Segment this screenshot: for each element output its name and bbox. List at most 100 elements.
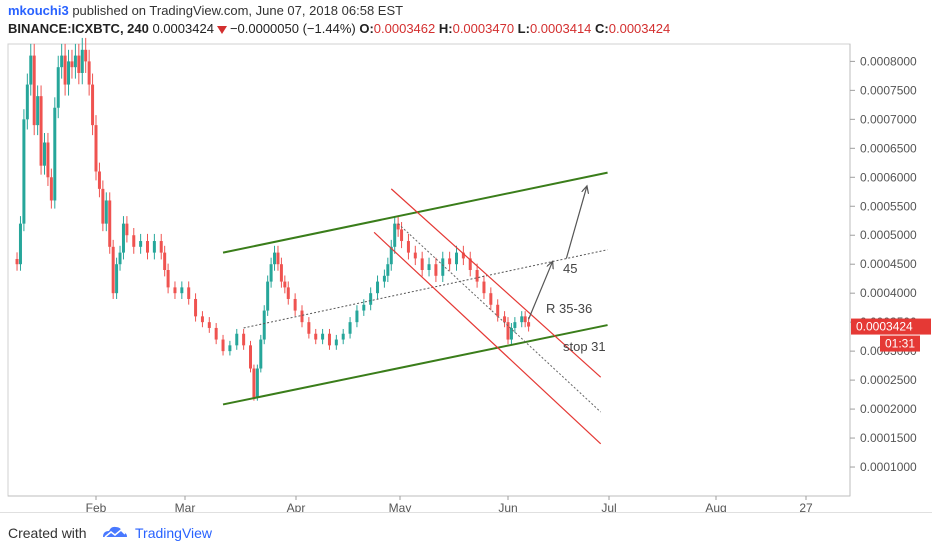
tradingview-brand[interactable]: TradingView <box>135 525 213 541</box>
price-candle <box>22 119 26 224</box>
price-candle <box>32 55 36 126</box>
y-tick-label: 0.0005500 <box>860 199 917 213</box>
price-candle <box>221 339 225 352</box>
countdown-badge <box>880 335 920 352</box>
green-channel-lower-line[interactable] <box>222 324 608 406</box>
price-candle <box>73 55 77 68</box>
price-candle <box>43 142 46 166</box>
close-label: C: <box>595 21 609 36</box>
price-candle <box>46 142 50 178</box>
y-tick-label: 0.0006000 <box>860 170 917 184</box>
price-candle <box>276 252 280 265</box>
price-candle <box>84 49 88 62</box>
price-candle <box>60 55 64 68</box>
price-candle <box>376 281 380 294</box>
price-candle <box>513 322 517 328</box>
price-candle <box>496 304 500 317</box>
price-candle <box>461 252 465 259</box>
price-candle <box>321 333 325 340</box>
y-tick-label: 0.0002500 <box>860 373 917 387</box>
price-candle <box>382 275 386 282</box>
price-candle <box>427 264 431 270</box>
price-candle <box>146 241 149 253</box>
last-price: 0.0003424 <box>152 21 214 36</box>
price-candle <box>152 241 156 253</box>
projection-arrow-1[interactable] <box>528 261 553 320</box>
last-price-badge <box>851 318 931 335</box>
price-candle <box>29 55 33 85</box>
open-value: 0.0003462 <box>373 21 436 36</box>
price-candle <box>125 223 129 236</box>
y-tick-label: 0.0004500 <box>860 257 917 271</box>
price-candle <box>180 287 184 294</box>
high-value: 0.0003470 <box>452 21 515 36</box>
last-price-label: 0.0003424 <box>856 320 913 334</box>
price-candle <box>39 96 43 166</box>
close-value: 0.0003424 <box>608 21 671 36</box>
price-candle <box>489 293 493 305</box>
price-candle <box>121 223 125 253</box>
price-candle <box>334 339 338 346</box>
price-candle <box>482 281 486 294</box>
down-triangle-icon <box>216 25 227 34</box>
price-candle <box>262 310 266 340</box>
y-tick-label: 0.0007500 <box>860 83 917 97</box>
tradingview-cloud-icon[interactable] <box>100 523 130 541</box>
price-candle <box>362 304 366 311</box>
price-candle <box>527 322 531 327</box>
price-candle <box>273 252 277 265</box>
red-channel-lower-line[interactable] <box>373 231 602 445</box>
y-tick-label: 0.0002000 <box>860 402 917 416</box>
y-tick-label: 0.0001500 <box>860 431 917 445</box>
y-tick-label: 0.0007000 <box>860 112 917 126</box>
price-candle <box>506 322 510 340</box>
low-label: L: <box>517 21 530 36</box>
price-candle <box>115 264 119 294</box>
footer: Created with TradingView <box>0 512 932 551</box>
price-candle <box>341 333 345 340</box>
price-candle <box>400 229 404 242</box>
price-candle <box>393 223 397 247</box>
price-candle <box>36 96 40 126</box>
price-candle <box>523 316 527 323</box>
price-candle <box>455 252 458 265</box>
price-candle <box>214 327 218 340</box>
price-candle <box>520 316 524 323</box>
countdown-label: 01:31 <box>885 337 915 351</box>
price-candle <box>97 171 101 189</box>
price-candle <box>163 252 167 270</box>
author-link[interactable]: mkouchi3 <box>8 3 69 18</box>
price-candle <box>56 67 60 108</box>
chart-annotation[interactable]: 45 <box>563 261 577 276</box>
red-channel-upper-line[interactable] <box>390 188 602 378</box>
price-candle <box>94 125 98 172</box>
y-tick-label: 0.0008000 <box>860 54 917 68</box>
y-tick-label: 0.0005000 <box>860 228 917 242</box>
y-tick-label: 0.0004000 <box>860 286 917 300</box>
price-chart[interactable]: 0.0008000 0.0007500 0.0007000 0.0006500 0.00… <box>0 0 932 512</box>
low-value: 0.0003414 <box>529 21 592 36</box>
price-candle <box>293 298 297 311</box>
price-candle <box>159 241 163 253</box>
x-tick-label: May <box>389 501 412 512</box>
price-candle <box>166 270 170 288</box>
price-candle <box>67 61 71 85</box>
chart-annotation[interactable]: R 35-36 <box>546 301 592 316</box>
x-tick-label: Jun <box>498 501 517 512</box>
price-candle <box>396 223 400 230</box>
price-candle <box>448 258 452 265</box>
price-candle <box>15 258 19 265</box>
price-candle <box>187 287 191 299</box>
chart-annotation[interactable]: stop 31 <box>563 339 606 354</box>
projection-arrow-2[interactable] <box>565 186 587 259</box>
price-candle <box>139 241 143 247</box>
price-candle <box>283 281 287 288</box>
price-candle <box>77 55 81 73</box>
price-candle <box>406 241 410 253</box>
price-candle <box>307 322 311 334</box>
price-candle <box>49 177 53 201</box>
price-candle <box>434 264 438 276</box>
green-channel-upper-line[interactable] <box>222 171 608 254</box>
price-candle <box>503 316 507 323</box>
published-text: published on TradingView.com, June 07, 2… <box>72 3 404 18</box>
